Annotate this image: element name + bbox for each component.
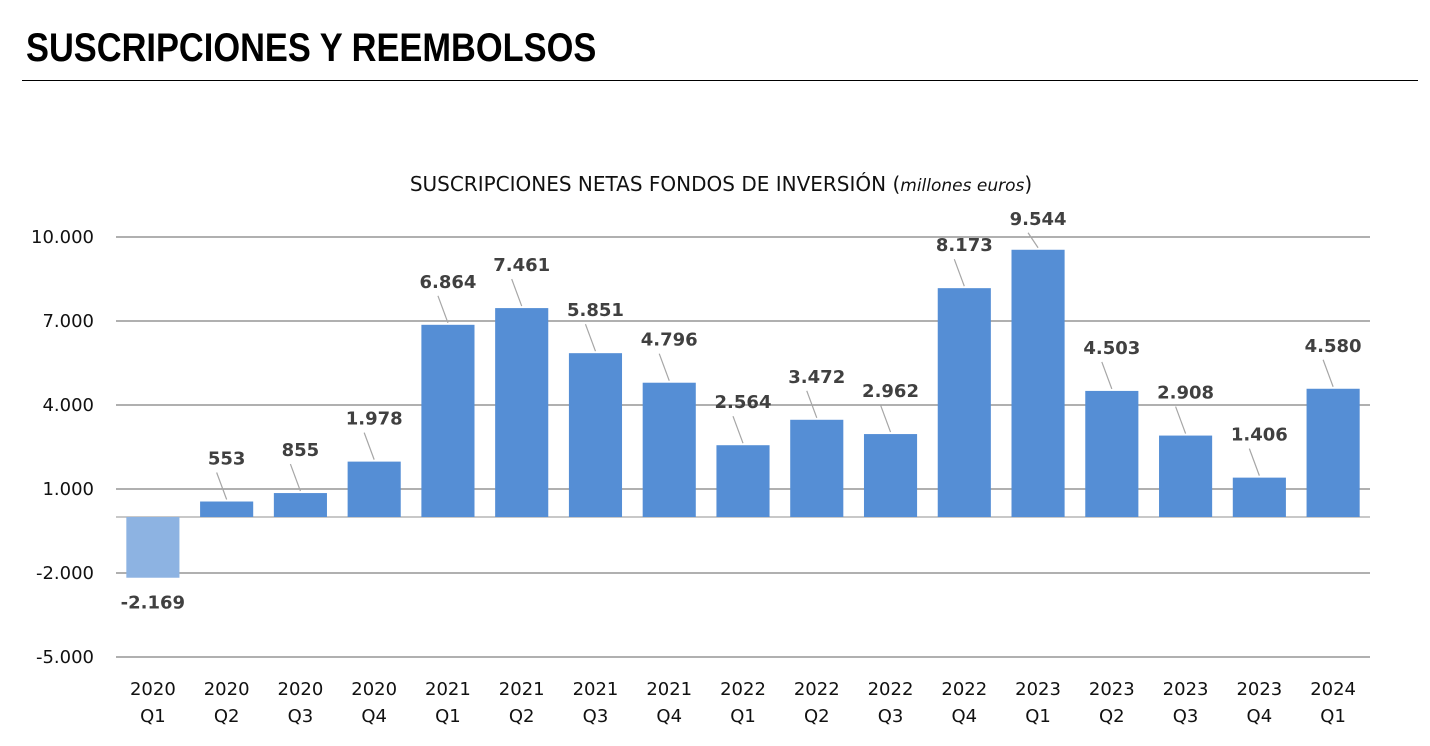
y-tick-label: 10.000 [31,227,94,248]
x-tick-label-year: 2021 [425,679,471,700]
bar [421,324,475,517]
x-tick-label-year: 2021 [573,679,619,700]
x-tick-label-quarter: Q1 [435,706,461,727]
label-leader-line [1322,359,1334,387]
x-tick-label-year: 2024 [1310,679,1356,700]
data-label: 2.908 [1157,383,1214,404]
x-tick-label-quarter: Q1 [1025,706,1051,727]
label-leader-line [1027,232,1039,249]
x-tick-label-quarter: Q3 [583,706,609,727]
x-tick-label-quarter: Q2 [214,706,240,727]
label-leader-line [1175,406,1187,434]
label-leader-line [732,415,744,444]
bar [790,419,844,517]
data-label: 6.864 [419,272,476,293]
bar [200,501,254,517]
data-label: 3.472 [788,367,845,388]
data-label: 2.962 [862,381,919,402]
data-label: 2.564 [715,392,772,413]
x-tick-label-year: 2023 [1163,679,1209,700]
x-tick-label-quarter: Q4 [951,706,977,727]
x-tick-label-year: 2023 [1089,679,1135,700]
data-label: 9.544 [1010,209,1067,230]
bar [1306,388,1360,517]
label-leader-line [953,258,965,287]
chart-title-unit: millones euros [900,176,1025,196]
bar [642,382,696,517]
label-leader-line [511,278,523,307]
x-tick-label-quarter: Q2 [509,706,535,727]
label-leader-line [1248,448,1260,476]
bar [863,434,918,517]
bar [1011,249,1065,517]
data-label: 8.173 [936,235,993,256]
data-label: -2.169 [121,593,185,614]
x-tick-label-year: 2022 [794,679,840,700]
label-leader-line [289,463,301,492]
x-tick-label-year: 2020 [204,679,250,700]
data-label: 855 [282,440,320,461]
label-leader-line [806,390,818,418]
bar [126,517,180,578]
x-tick-label-year: 2021 [646,679,692,700]
bar [495,308,549,517]
x-tick-label-year: 2020 [351,679,397,700]
x-tick-label-quarter: Q3 [288,706,314,727]
x-tick-label-quarter: Q2 [1099,706,1125,727]
data-label: 553 [208,449,246,470]
x-tick-label-year: 2020 [278,679,324,700]
x-tick-label-quarter: Q1 [1320,706,1346,727]
data-label: 5.851 [567,300,624,321]
chart-title: SUSCRIPCIONES NETAS FONDOS DE INVERSIÓN … [409,172,1033,196]
x-tick-label-quarter: Q4 [1247,706,1273,727]
x-tick-label-quarter: Q4 [656,706,682,727]
bar [937,288,991,517]
label-leader-line [216,472,228,500]
bar [568,353,623,517]
x-tick-label-year: 2023 [1015,679,1061,700]
bar [1159,435,1213,517]
data-label: 1.978 [346,409,403,430]
header-divider [22,80,1418,81]
bar [1085,390,1139,517]
x-tick-label-year: 2023 [1236,679,1282,700]
bar [716,445,770,517]
bar [347,461,401,517]
label-leader-line [437,295,449,324]
data-label: 4.503 [1083,338,1140,359]
x-tick-label-year: 2022 [941,679,987,700]
x-tick-label-quarter: Q3 [878,706,904,727]
y-tick-label: -5.000 [36,647,94,668]
data-label: 4.796 [641,330,698,351]
x-tick-label-year: 2020 [130,679,176,700]
y-tick-label: 1.000 [42,479,94,500]
y-tick-label: 4.000 [42,395,94,416]
data-label: 1.406 [1231,425,1288,446]
data-label: 7.461 [493,255,550,276]
x-tick-label-quarter: Q1 [730,706,756,727]
data-label: 4.580 [1305,336,1362,357]
label-leader-line [584,323,597,352]
x-tick-label-quarter: Q1 [140,706,166,727]
x-tick-label-quarter: Q2 [804,706,830,727]
x-tick-label-year: 2021 [499,679,545,700]
x-tick-label-year: 2022 [868,679,914,700]
label-leader-line [363,432,375,460]
x-tick-label-year: 2022 [720,679,766,700]
y-tick-label: 7.000 [42,311,94,332]
bar [273,493,327,517]
label-leader-line [1101,361,1113,390]
chart-title-text: SUSCRIPCIONES NETAS FONDOS DE INVERSIÓN [409,172,887,196]
bar [1232,477,1286,517]
x-tick-label-quarter: Q4 [361,706,387,727]
label-leader-line [879,404,892,433]
y-tick-label: -2.000 [36,563,94,584]
label-leader-line [658,353,670,381]
page-title: SUSCRIPCIONES Y REEMBOLSOS [26,26,597,70]
x-tick-label-quarter: Q3 [1173,706,1199,727]
